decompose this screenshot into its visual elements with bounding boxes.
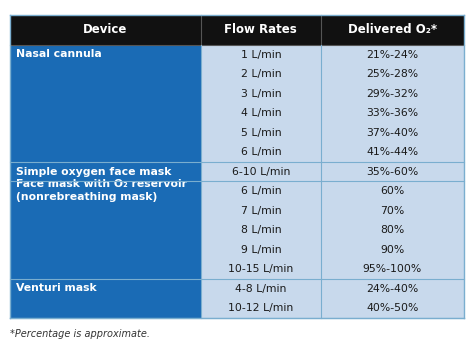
Text: 3 L/min: 3 L/min: [240, 88, 281, 98]
FancyBboxPatch shape: [10, 279, 201, 318]
Text: 29%-32%: 29%-32%: [366, 88, 419, 98]
Text: 4-8 L/min: 4-8 L/min: [235, 284, 286, 294]
Text: Simple oxygen face mask: Simple oxygen face mask: [16, 167, 171, 177]
Text: 33%-36%: 33%-36%: [366, 108, 419, 118]
Text: 4 L/min: 4 L/min: [240, 108, 281, 118]
Text: 24%-40%: 24%-40%: [366, 284, 419, 294]
Text: 95%-100%: 95%-100%: [363, 264, 422, 274]
Text: Venturi mask: Venturi mask: [16, 283, 96, 293]
Text: 40%-50%: 40%-50%: [366, 303, 419, 313]
Text: 37%-40%: 37%-40%: [366, 127, 419, 138]
Text: 6 L/min: 6 L/min: [240, 186, 281, 196]
Text: 7 L/min: 7 L/min: [240, 206, 281, 216]
FancyBboxPatch shape: [201, 162, 321, 181]
Text: 90%: 90%: [380, 245, 404, 255]
Text: 5 L/min: 5 L/min: [240, 127, 281, 138]
FancyBboxPatch shape: [201, 279, 321, 318]
Text: 25%-28%: 25%-28%: [366, 69, 419, 79]
Text: 1 L/min: 1 L/min: [240, 50, 281, 59]
Text: 10-15 L/min: 10-15 L/min: [228, 264, 293, 274]
FancyBboxPatch shape: [10, 45, 201, 162]
Text: *Percentage is approximate.: *Percentage is approximate.: [10, 329, 150, 339]
Text: 80%: 80%: [380, 225, 404, 235]
FancyBboxPatch shape: [10, 15, 464, 45]
FancyBboxPatch shape: [321, 162, 464, 181]
Text: Device: Device: [83, 23, 128, 36]
Text: 2 L/min: 2 L/min: [240, 69, 281, 79]
Text: Flow Rates: Flow Rates: [225, 23, 297, 36]
Text: 8 L/min: 8 L/min: [240, 225, 281, 235]
Text: 60%: 60%: [380, 186, 404, 196]
Text: 10-12 L/min: 10-12 L/min: [228, 303, 293, 313]
FancyBboxPatch shape: [10, 181, 201, 279]
Text: Nasal cannula: Nasal cannula: [16, 48, 101, 58]
FancyBboxPatch shape: [321, 181, 464, 279]
Text: 70%: 70%: [380, 206, 404, 216]
Text: 21%-24%: 21%-24%: [366, 50, 419, 59]
Text: 9 L/min: 9 L/min: [240, 245, 281, 255]
FancyBboxPatch shape: [201, 181, 321, 279]
FancyBboxPatch shape: [10, 162, 201, 181]
Text: 35%-60%: 35%-60%: [366, 167, 419, 177]
Text: 6 L/min: 6 L/min: [240, 147, 281, 157]
Text: 41%-44%: 41%-44%: [366, 147, 419, 157]
FancyBboxPatch shape: [201, 45, 321, 162]
FancyBboxPatch shape: [321, 279, 464, 318]
Text: Face mask with O₂ reservoir
(nonrebreathing mask): Face mask with O₂ reservoir (nonrebreath…: [16, 179, 187, 201]
Text: 6-10 L/min: 6-10 L/min: [232, 167, 290, 177]
FancyBboxPatch shape: [321, 45, 464, 162]
Text: Delivered O₂*: Delivered O₂*: [348, 23, 437, 36]
